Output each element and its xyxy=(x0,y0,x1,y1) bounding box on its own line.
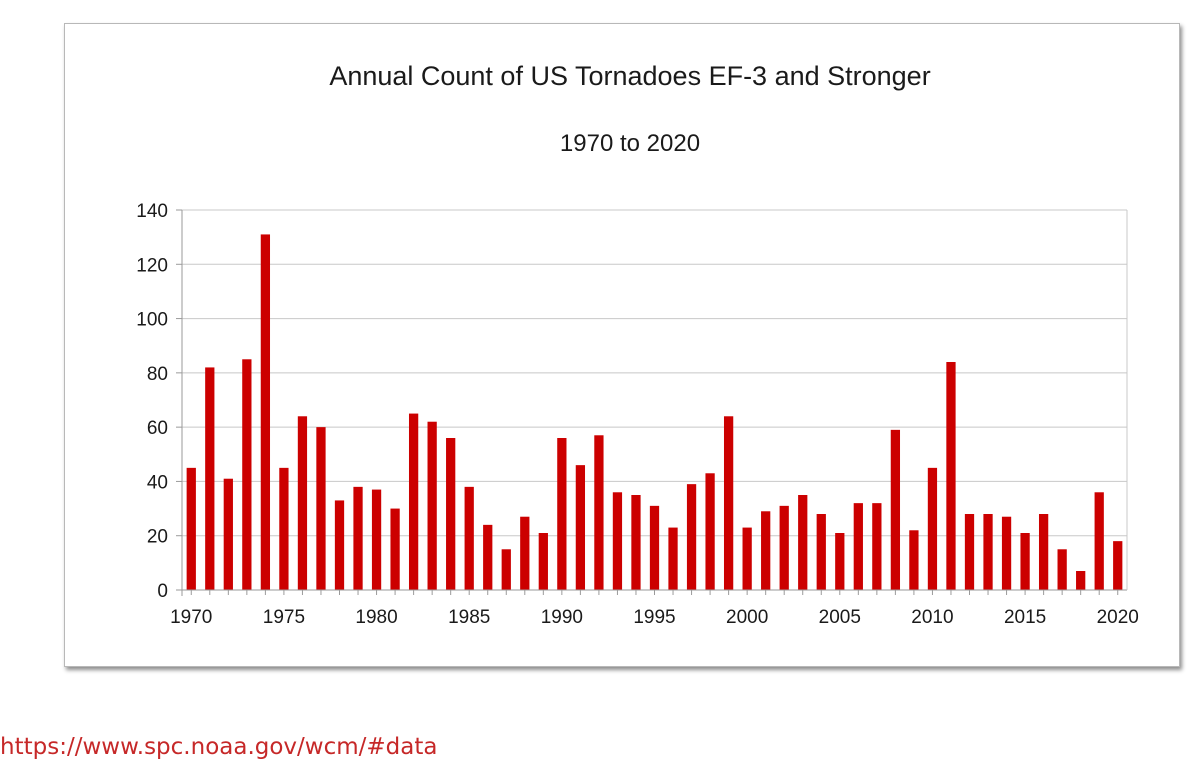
bar xyxy=(927,467,938,590)
bar xyxy=(594,435,604,590)
bar xyxy=(557,438,567,590)
y-tick-label: 120 xyxy=(136,255,168,276)
bar xyxy=(1057,549,1067,590)
chart-subtitle: 1970 to 2020 xyxy=(560,130,700,157)
bar xyxy=(668,527,678,590)
bar xyxy=(334,500,345,590)
x-tick-label: 1995 xyxy=(633,607,675,628)
bar xyxy=(446,438,456,590)
y-tick-label: 100 xyxy=(136,310,168,331)
bar xyxy=(964,514,975,590)
x-tick-label: 2010 xyxy=(911,607,953,628)
bar xyxy=(297,416,308,590)
bar xyxy=(705,473,715,590)
y-tick-label: 60 xyxy=(147,418,168,439)
bar xyxy=(242,359,252,590)
bar xyxy=(853,503,863,590)
y-tick-label: 40 xyxy=(147,472,168,493)
bar xyxy=(408,413,419,590)
bar xyxy=(186,467,196,590)
x-tick-label: 2000 xyxy=(726,607,768,628)
gridlines xyxy=(182,209,1127,537)
bar xyxy=(798,495,808,590)
bar xyxy=(353,486,363,590)
chart-frame: Annual Count of US Tornadoes EF-3 and St… xyxy=(64,23,1180,667)
x-tick-label: 2005 xyxy=(819,607,861,628)
bar xyxy=(1076,571,1086,590)
bar xyxy=(390,508,400,590)
bar xyxy=(872,503,882,590)
bar xyxy=(501,549,511,590)
bar xyxy=(816,514,826,590)
bar xyxy=(835,533,845,590)
bar xyxy=(260,234,271,590)
bar xyxy=(761,511,771,590)
bar xyxy=(612,492,623,590)
x-tick-label: 1975 xyxy=(263,607,305,628)
y-tick-label: 20 xyxy=(147,527,168,548)
x-tick-label: 2015 xyxy=(1004,607,1046,628)
bar xyxy=(890,429,901,590)
x-tick-label: 1970 xyxy=(170,607,212,628)
y-tick-label: 140 xyxy=(136,201,168,222)
bar xyxy=(483,524,493,590)
bar xyxy=(631,495,641,590)
bar xyxy=(909,530,919,590)
bar xyxy=(742,527,752,590)
bar xyxy=(316,427,326,590)
y-tick-label: 0 xyxy=(157,581,168,602)
bar xyxy=(464,486,474,590)
x-tick-label: 1990 xyxy=(541,607,583,628)
bar xyxy=(427,421,437,590)
bar xyxy=(946,362,956,590)
bar xyxy=(1001,516,1012,590)
x-tick-label: 1980 xyxy=(355,607,397,628)
bar xyxy=(649,505,660,590)
bar xyxy=(1020,533,1030,590)
bar-chart: Annual Count of US Tornadoes EF-3 and St… xyxy=(136,61,1139,628)
chart-title: Annual Count of US Tornadoes EF-3 and St… xyxy=(329,61,930,91)
x-tick-label: 1985 xyxy=(448,607,490,628)
bar xyxy=(779,505,789,590)
bar xyxy=(223,478,233,590)
bars xyxy=(186,234,1123,590)
source-link[interactable]: https://www.spc.noaa.gov/wcm/#data xyxy=(0,734,438,760)
y-axis-ticks: 0 20 40 60 80 100 120 140 xyxy=(136,201,182,602)
bar xyxy=(205,367,215,590)
bar xyxy=(1113,541,1123,590)
x-axis-ticks: 1970 1975 1980 1985 1990 1995 2000 2005 2010 2015… xyxy=(170,590,1139,628)
x-tick-label: 2020 xyxy=(1097,607,1139,628)
y-tick-label: 80 xyxy=(147,364,168,385)
bar xyxy=(983,514,993,590)
bar xyxy=(575,465,586,590)
bar xyxy=(371,489,382,590)
bar xyxy=(279,467,289,590)
bar xyxy=(723,416,734,590)
bar xyxy=(686,484,697,590)
bar xyxy=(520,516,530,590)
bar xyxy=(1094,492,1104,590)
bar xyxy=(1038,514,1049,590)
bar xyxy=(538,533,548,590)
